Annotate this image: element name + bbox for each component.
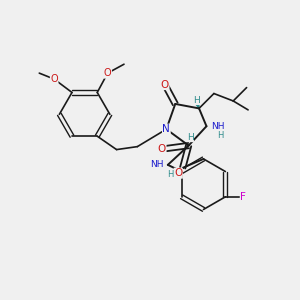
Polygon shape — [195, 101, 199, 108]
Text: F: F — [240, 192, 246, 202]
Text: O: O — [174, 168, 182, 178]
Text: H: H — [187, 133, 194, 142]
Text: H: H — [217, 130, 223, 140]
Text: NH: NH — [150, 160, 164, 169]
Text: H: H — [167, 170, 173, 179]
Text: O: O — [158, 143, 166, 154]
Text: H: H — [193, 96, 200, 105]
Text: O: O — [161, 80, 169, 90]
Text: O: O — [50, 74, 58, 84]
Text: O: O — [104, 68, 112, 78]
Text: N: N — [163, 124, 170, 134]
Text: NH: NH — [211, 122, 224, 131]
